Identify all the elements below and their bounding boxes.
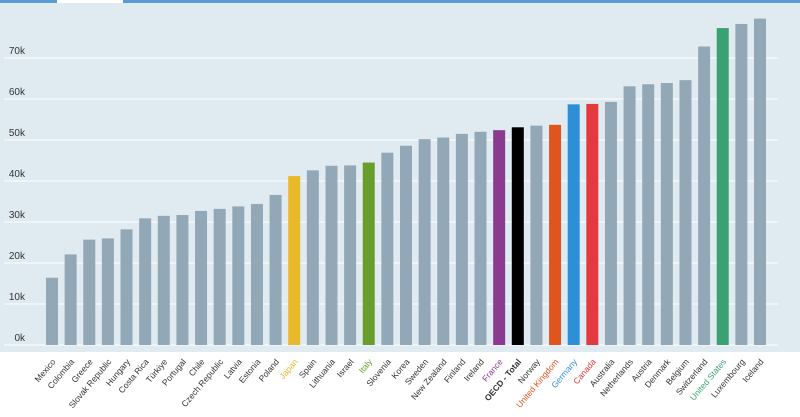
bar[interactable]	[716, 28, 729, 345]
bar[interactable]	[139, 218, 152, 345]
bar[interactable]	[493, 130, 506, 345]
bar[interactable]	[176, 215, 189, 345]
category-label: Iceland	[740, 357, 765, 385]
bar[interactable]	[157, 215, 170, 345]
category-label: Poland	[256, 357, 281, 384]
bar[interactable]	[642, 84, 655, 346]
bar[interactable]	[754, 18, 766, 345]
bar[interactable]	[679, 80, 692, 345]
bar[interactable]	[530, 125, 543, 346]
bar[interactable]	[437, 137, 450, 345]
bar[interactable]	[623, 86, 636, 345]
bar[interactable]	[660, 83, 673, 345]
bar[interactable]	[604, 101, 617, 346]
bar[interactable]	[101, 238, 114, 345]
y-tick-label: 30k	[9, 210, 26, 221]
bar[interactable]	[698, 46, 711, 346]
bar[interactable]	[306, 170, 319, 345]
y-tick-label: 0k	[14, 333, 26, 344]
bar[interactable]	[455, 133, 468, 345]
top-accent-strip	[0, 0, 800, 3]
bar[interactable]	[586, 103, 599, 345]
bar[interactable]	[325, 165, 338, 345]
bar[interactable]	[64, 254, 77, 345]
y-tick-label: 10k	[9, 292, 26, 303]
y-tick-label: 50k	[9, 128, 26, 139]
bar[interactable]	[288, 176, 301, 345]
category-label: Japan	[277, 357, 300, 381]
bar[interactable]	[344, 165, 357, 345]
bar[interactable]	[213, 208, 226, 345]
bar[interactable]	[549, 124, 562, 345]
bar[interactable]	[511, 127, 524, 345]
bar[interactable]	[381, 152, 394, 345]
category-label: Israel	[335, 357, 356, 379]
bar[interactable]	[567, 104, 580, 345]
bar[interactable]	[474, 131, 487, 345]
y-tick-label: 70k	[9, 46, 26, 57]
bar[interactable]	[735, 23, 748, 345]
bar[interactable]	[400, 145, 412, 345]
bar[interactable]	[250, 203, 263, 345]
top-tab-indicator	[57, 0, 123, 3]
bar[interactable]	[195, 210, 208, 345]
y-tick-label: 40k	[9, 169, 26, 180]
bar[interactable]	[83, 239, 96, 345]
bar[interactable]	[46, 277, 58, 345]
bar[interactable]	[232, 206, 245, 345]
bar[interactable]	[418, 139, 431, 345]
y-tick-label: 60k	[9, 87, 26, 98]
bar[interactable]	[269, 194, 282, 345]
bar[interactable]	[120, 229, 133, 345]
bar[interactable]	[362, 162, 375, 345]
y-tick-label: 20k	[9, 251, 26, 262]
